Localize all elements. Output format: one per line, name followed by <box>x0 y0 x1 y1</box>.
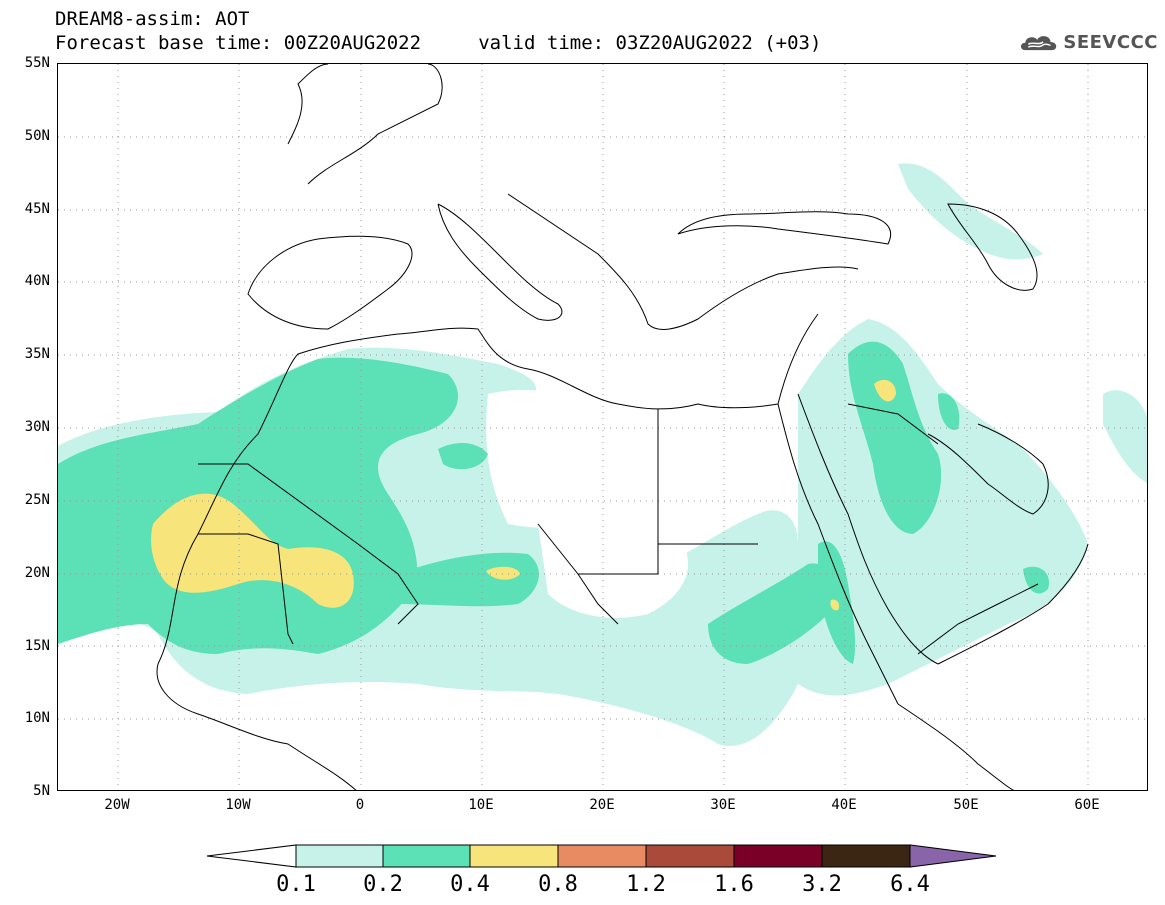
border-saudi-yemen <box>917 583 1039 655</box>
border-mauritania-mali <box>198 533 294 645</box>
lat-label: 45N <box>24 201 50 217</box>
border-libya-sudan <box>578 544 659 575</box>
colorbar-label: 1.2 <box>626 872 666 897</box>
lon-label: 60E <box>1074 797 1100 813</box>
colorbar-segment <box>645 844 735 868</box>
aot-level-04-niger-spot <box>486 566 520 580</box>
coastline-france-uk <box>287 64 443 185</box>
cloud-icon <box>1020 36 1057 51</box>
coastline-west-africa <box>156 663 357 790</box>
lon-label: 20E <box>589 797 615 813</box>
lat-label: 20N <box>24 565 50 581</box>
map-svg <box>58 64 1147 790</box>
aot-level-04-iraq-spot <box>874 379 896 402</box>
aot-level-02-iraq <box>848 341 942 534</box>
border-saudi-iraq <box>847 403 939 445</box>
lon-label: 30E <box>710 797 736 813</box>
lon-label: 10W <box>225 797 251 813</box>
colorbar-segment <box>382 844 471 868</box>
coastline-north-africa <box>157 313 819 665</box>
aot-level-02-sudan-band <box>708 563 832 664</box>
colorbar-label: 0.4 <box>450 872 490 897</box>
colorbar-label: 3.2 <box>802 872 842 897</box>
lat-label: 5N <box>33 783 50 799</box>
aot-level-01-gulf-east <box>1103 390 1147 483</box>
colorbar-segment <box>469 844 559 868</box>
colorbar-segment <box>295 844 384 868</box>
map-area <box>57 63 1148 791</box>
aot-level-04-mauritania <box>151 493 354 608</box>
aot-level-01-caspian <box>898 163 1043 260</box>
seevccc-logo: SEEVCCC <box>1018 24 1158 60</box>
coastline-iberia <box>247 235 413 330</box>
logo-text: SEEVCCC <box>1063 31 1158 53</box>
aot-level-02-niger <box>398 552 539 607</box>
coastlines-and-borders <box>156 64 1089 790</box>
aot-level-02-sahara-west <box>58 357 458 654</box>
lon-label: 0 <box>355 797 365 813</box>
coastline-arabia-south <box>937 543 1089 665</box>
lat-label: 55N <box>24 55 50 71</box>
aot-level-02-gulf <box>938 393 960 430</box>
map-title: DREAM8-assim: AOT <box>55 8 250 30</box>
aot-level-04-eritrea-spot <box>830 599 840 611</box>
colorbar-segment <box>733 844 823 868</box>
lat-label: 50N <box>24 128 50 144</box>
aot-clear-sudan <box>538 519 688 618</box>
colorbar-label: 0.8 <box>538 872 578 897</box>
coastline-persian-gulf <box>927 423 1049 515</box>
border-algeria-mali <box>198 463 419 625</box>
coastline-red-sea-west <box>777 403 899 705</box>
colorbar-segment <box>821 844 911 868</box>
colorbar-label: 0.1 <box>276 872 316 897</box>
lat-label: 35N <box>24 346 50 362</box>
coastline-red-sea-east <box>797 393 939 665</box>
lat-label: 15N <box>24 638 50 654</box>
lon-label: 20W <box>104 797 130 813</box>
lat-label: 40N <box>24 273 50 289</box>
coastline-balkans-greece <box>507 193 859 330</box>
lat-label: 10N <box>24 710 50 726</box>
lat-label: 25N <box>24 492 50 508</box>
coastline-caspian <box>947 203 1038 291</box>
colorbar-over-triangle <box>909 844 997 868</box>
lon-label: 10E <box>468 797 494 813</box>
lon-label: 50E <box>953 797 979 813</box>
aot-level-02-oman <box>1023 566 1049 594</box>
colorbar-label: 0.2 <box>363 872 403 897</box>
colorbar-label: 6.4 <box>890 872 930 897</box>
lat-label: 30N <box>24 419 50 435</box>
coastline-black-sea <box>677 211 891 245</box>
forecast-time-line: Forecast base time: 00Z20AUG2022 valid t… <box>55 32 822 54</box>
border-chad-sudan <box>537 523 619 625</box>
aot-clear-libya <box>486 389 671 528</box>
grid-lines <box>58 64 1147 790</box>
aot-level-02-libya-blob <box>438 442 488 470</box>
lon-label: 40E <box>831 797 857 813</box>
coastline-italy <box>437 203 563 321</box>
colorbar-under-triangle <box>206 844 297 868</box>
coastline-horn-of-africa <box>897 703 1015 790</box>
colorbar-label: 1.6 <box>714 872 754 897</box>
colorbar-segment <box>557 844 647 868</box>
